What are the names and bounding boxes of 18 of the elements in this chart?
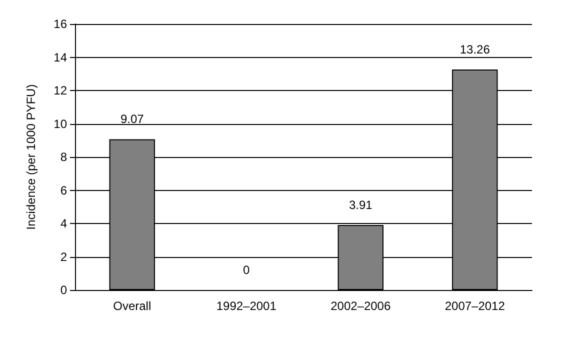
y-tick-label: 4 <box>60 216 68 230</box>
y-tick-label: 10 <box>54 116 68 131</box>
y-tick-label: 0 <box>60 283 68 297</box>
data-label: 3.91 <box>348 198 373 212</box>
x-tick-label: 2002–2006 <box>330 299 391 313</box>
y-axis-title: Incidence (per 1000 PYFU) <box>24 84 38 230</box>
data-label: 0 <box>243 263 250 277</box>
x-tick-label: 1992–2001 <box>216 299 277 313</box>
data-label: 13.26 <box>460 42 490 57</box>
x-tick-label: Overall <box>113 299 152 313</box>
y-tick-label: 12 <box>54 84 68 98</box>
data-label: 9.07 <box>120 112 144 126</box>
y-tick-label: 6 <box>60 183 68 198</box>
y-tick-label: 2 <box>60 250 68 264</box>
x-tick-label: 2007–2012 <box>444 299 506 313</box>
y-tick-label: 14 <box>54 50 68 64</box>
y-tick-label: 8 <box>60 150 68 164</box>
y-tick-label: 16 <box>54 17 68 31</box>
